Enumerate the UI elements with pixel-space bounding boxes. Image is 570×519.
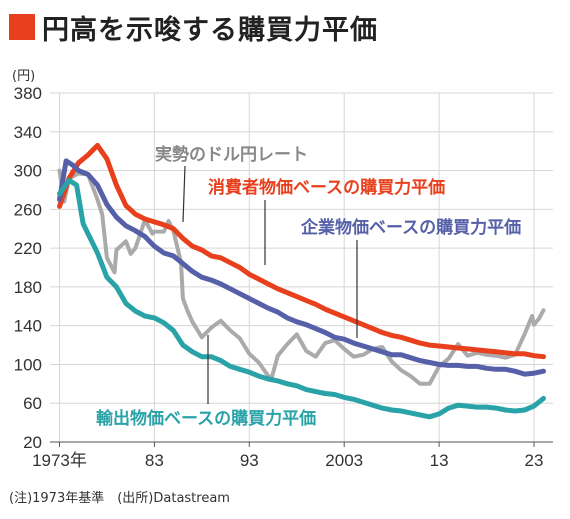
y-tick-label: 300 (14, 162, 42, 181)
annotation-label-corp: 企業物価ベースの購買力平価 (300, 217, 521, 238)
title-marker (9, 14, 35, 40)
series-line-cpi (57, 142, 546, 360)
y-tick-label: 60 (23, 394, 42, 413)
y-axis-unit: (円) (12, 69, 35, 84)
y-tick-label: 20 (23, 433, 42, 452)
x-tick-label: 2003 (325, 451, 363, 470)
y-tick-label: 380 (14, 84, 42, 103)
y-tick-label: 340 (14, 123, 42, 142)
x-tick-label: 1973年 (32, 451, 87, 470)
y-tick-label: 260 (14, 200, 42, 219)
x-tick-label: 23 (525, 451, 544, 470)
series-line-export (57, 177, 546, 420)
y-tick-label: 220 (14, 239, 42, 258)
annotation-label-cpi: 消費者物価ベースの購買力平価 (208, 177, 445, 198)
x-tick-label: 13 (430, 451, 449, 470)
y-tick-label: 100 (14, 355, 42, 374)
annotation-label-export: 輸出物価ベースの購買力平価 (96, 408, 316, 429)
source-note: (注)1973年基準 (出所)Datastream (9, 491, 230, 506)
series-line-market (57, 168, 546, 386)
x-tick-label: 83 (145, 451, 164, 470)
series-line-corp (57, 158, 546, 377)
y-tick-label: 180 (14, 278, 42, 297)
annotation-label-market: 実勢のドル円レート (155, 144, 308, 165)
annotation-leader-market (182, 165, 186, 223)
title-text: 円高を示唆する購買力平価 (42, 14, 378, 46)
y-tick-label: 140 (14, 317, 42, 336)
chart-title: 円高を示唆する購買力平価 (9, 10, 378, 46)
x-tick-label: 93 (240, 451, 259, 470)
